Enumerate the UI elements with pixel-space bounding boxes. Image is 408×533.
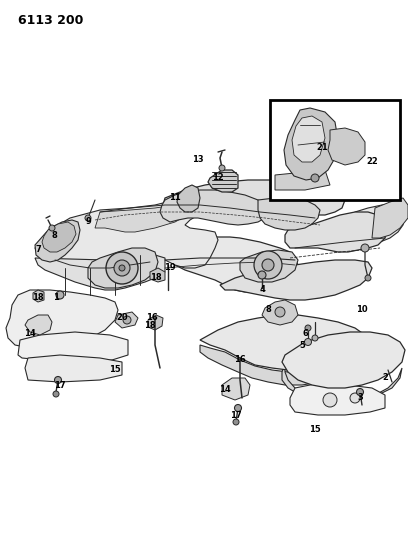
Text: 13: 13 <box>192 156 204 165</box>
Text: 7: 7 <box>35 246 41 254</box>
Text: 22: 22 <box>366 157 378 166</box>
Polygon shape <box>284 108 338 180</box>
Text: 1: 1 <box>53 294 59 303</box>
Circle shape <box>106 252 138 284</box>
Text: 10: 10 <box>356 305 368 314</box>
Circle shape <box>49 225 55 231</box>
Text: 16: 16 <box>146 313 158 322</box>
Text: 9: 9 <box>85 217 91 227</box>
Circle shape <box>233 419 239 425</box>
Text: 2: 2 <box>382 374 388 383</box>
Polygon shape <box>35 252 165 290</box>
Text: 17: 17 <box>230 410 242 419</box>
Polygon shape <box>160 190 268 225</box>
Polygon shape <box>258 198 320 230</box>
Circle shape <box>85 215 91 221</box>
Polygon shape <box>25 315 52 335</box>
Circle shape <box>114 260 130 276</box>
Text: 14: 14 <box>24 328 36 337</box>
Polygon shape <box>282 332 405 388</box>
Text: 15: 15 <box>309 425 321 434</box>
Circle shape <box>323 393 337 407</box>
Circle shape <box>304 338 311 345</box>
Circle shape <box>123 316 131 324</box>
Text: 15: 15 <box>109 366 121 375</box>
Polygon shape <box>25 355 122 382</box>
Text: 6: 6 <box>302 328 308 337</box>
Polygon shape <box>18 332 128 362</box>
Text: 19: 19 <box>164 263 176 272</box>
Polygon shape <box>292 116 325 162</box>
Text: 20: 20 <box>116 313 128 322</box>
Polygon shape <box>115 312 138 328</box>
Text: 18: 18 <box>144 320 156 329</box>
Polygon shape <box>282 362 402 402</box>
Polygon shape <box>88 248 158 288</box>
Circle shape <box>305 325 311 331</box>
Polygon shape <box>262 300 298 325</box>
Circle shape <box>365 275 371 281</box>
Polygon shape <box>42 222 76 252</box>
Polygon shape <box>208 170 238 192</box>
Text: 18: 18 <box>32 294 44 303</box>
Polygon shape <box>95 202 190 232</box>
Polygon shape <box>328 128 365 165</box>
Text: 12: 12 <box>212 174 224 182</box>
Polygon shape <box>148 315 163 330</box>
Circle shape <box>55 376 62 384</box>
Circle shape <box>254 251 282 279</box>
Polygon shape <box>290 383 385 415</box>
Polygon shape <box>60 237 298 292</box>
Polygon shape <box>222 378 250 400</box>
Circle shape <box>56 291 64 299</box>
Text: 4: 4 <box>260 286 266 295</box>
Text: 16: 16 <box>234 356 246 365</box>
Circle shape <box>275 307 285 317</box>
Polygon shape <box>6 290 118 348</box>
Polygon shape <box>200 315 368 370</box>
Text: 17: 17 <box>54 381 66 390</box>
Polygon shape <box>177 185 200 212</box>
Circle shape <box>312 335 318 341</box>
Circle shape <box>361 244 369 252</box>
Polygon shape <box>35 198 218 268</box>
Circle shape <box>235 405 242 411</box>
Text: 8: 8 <box>265 305 271 314</box>
Text: 6113 200: 6113 200 <box>18 14 83 27</box>
Polygon shape <box>240 250 298 282</box>
Polygon shape <box>285 212 388 252</box>
Circle shape <box>357 389 364 395</box>
FancyBboxPatch shape <box>270 100 400 200</box>
Circle shape <box>262 259 274 271</box>
Polygon shape <box>372 198 408 238</box>
Polygon shape <box>150 268 165 282</box>
Text: 8: 8 <box>51 230 57 239</box>
Circle shape <box>311 174 319 182</box>
Text: 3: 3 <box>357 393 363 402</box>
Text: 14: 14 <box>219 385 231 394</box>
Circle shape <box>219 165 225 171</box>
Polygon shape <box>200 345 365 385</box>
Circle shape <box>350 393 360 403</box>
Circle shape <box>119 265 125 271</box>
Text: 5: 5 <box>299 341 305 350</box>
Polygon shape <box>33 290 44 302</box>
Polygon shape <box>163 180 345 215</box>
Text: 18: 18 <box>150 273 162 282</box>
Text: 11: 11 <box>169 192 181 201</box>
Polygon shape <box>275 170 330 190</box>
Circle shape <box>53 391 59 397</box>
Circle shape <box>258 271 266 279</box>
Polygon shape <box>342 205 405 250</box>
Text: 21: 21 <box>316 143 328 152</box>
Polygon shape <box>220 260 372 300</box>
Polygon shape <box>35 220 80 262</box>
